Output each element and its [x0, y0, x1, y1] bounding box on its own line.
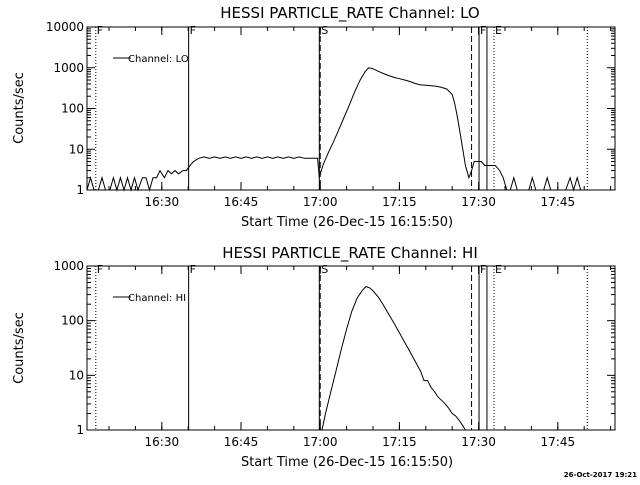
event-marker-label-hi-0: F: [97, 263, 103, 276]
event-marker-label-lo-0: F: [97, 24, 103, 37]
x-tick-label-lo-1: 16:45: [224, 195, 259, 209]
series-line-hi-0: [321, 286, 466, 431]
x-tick-label-hi-0: 16:30: [145, 435, 180, 449]
y-tick-label-lo-2: 100: [61, 102, 84, 116]
x-axis-label-lo: Start Time (26-Dec-15 16:15:50): [241, 215, 453, 230]
event-marker-label-hi-2: S: [321, 263, 328, 276]
y-tick-label-lo-0: 1: [76, 183, 84, 197]
y-tick-label-lo-4: 10000: [46, 20, 84, 34]
plot-frame-hi: [86, 265, 616, 431]
event-marker-label-lo-1: F: [190, 24, 196, 37]
series-line-lo-0: [86, 67, 585, 192]
render-timestamp: 26-Oct-2017 19:21: [564, 471, 637, 479]
x-tick-label-hi-3: 17:15: [382, 435, 417, 449]
chart-title-hi: HESSI PARTICLE_RATE Channel: HI: [222, 244, 478, 263]
panel-lo: HESSI PARTICLE_RATE Channel: LO 16:30 16:…: [12, 4, 616, 230]
y-tick-label-hi-2: 100: [61, 314, 84, 328]
x-axis-label-hi: Start Time (26-Dec-15 16:15:50): [241, 455, 453, 470]
y-tick-label-hi-1: 10: [69, 368, 84, 382]
y-axis-label-hi: Counts/sec: [12, 312, 27, 384]
y-tick-label-lo-3: 1000: [53, 61, 84, 75]
panel-hi: HESSI PARTICLE_RATE Channel: HI 16:30 16:…: [12, 244, 616, 470]
event-marker-label-hi-5: F: [480, 263, 486, 276]
legend-label-lo: Channel: LO: [128, 54, 189, 65]
x-tick-label-hi-1: 16:45: [224, 435, 259, 449]
y-tick-label-hi-3: 1000: [53, 259, 84, 273]
y-tick-label-hi-0: 1: [76, 423, 84, 437]
x-tick-label-lo-5: 17:45: [541, 195, 576, 209]
plot-frame-lo: [86, 26, 616, 191]
x-tick-label-hi-2: 17:00: [303, 435, 338, 449]
event-marker-label-lo-7: E: [495, 24, 502, 37]
x-tick-label-hi-4: 17:30: [461, 435, 496, 449]
chart-title-lo: HESSI PARTICLE_RATE Channel: LO: [220, 4, 479, 23]
y-tick-label-lo-1: 10: [69, 142, 84, 156]
x-tick-label-lo-3: 17:15: [382, 195, 417, 209]
x-tick-label-lo-4: 17:30: [461, 195, 496, 209]
x-tick-label-lo-0: 16:30: [145, 195, 180, 209]
legend-label-hi: Channel: HI: [128, 293, 186, 304]
event-marker-label-lo-5: F: [480, 24, 486, 37]
y-axis-label-lo: Counts/sec: [12, 72, 27, 144]
x-tick-label-lo-2: 17:00: [303, 195, 338, 209]
event-marker-label-hi-7: E: [495, 263, 502, 276]
event-marker-label-hi-1: F: [190, 263, 196, 276]
x-tick-label-hi-5: 17:45: [541, 435, 576, 449]
event-marker-label-lo-2: S: [321, 24, 328, 37]
